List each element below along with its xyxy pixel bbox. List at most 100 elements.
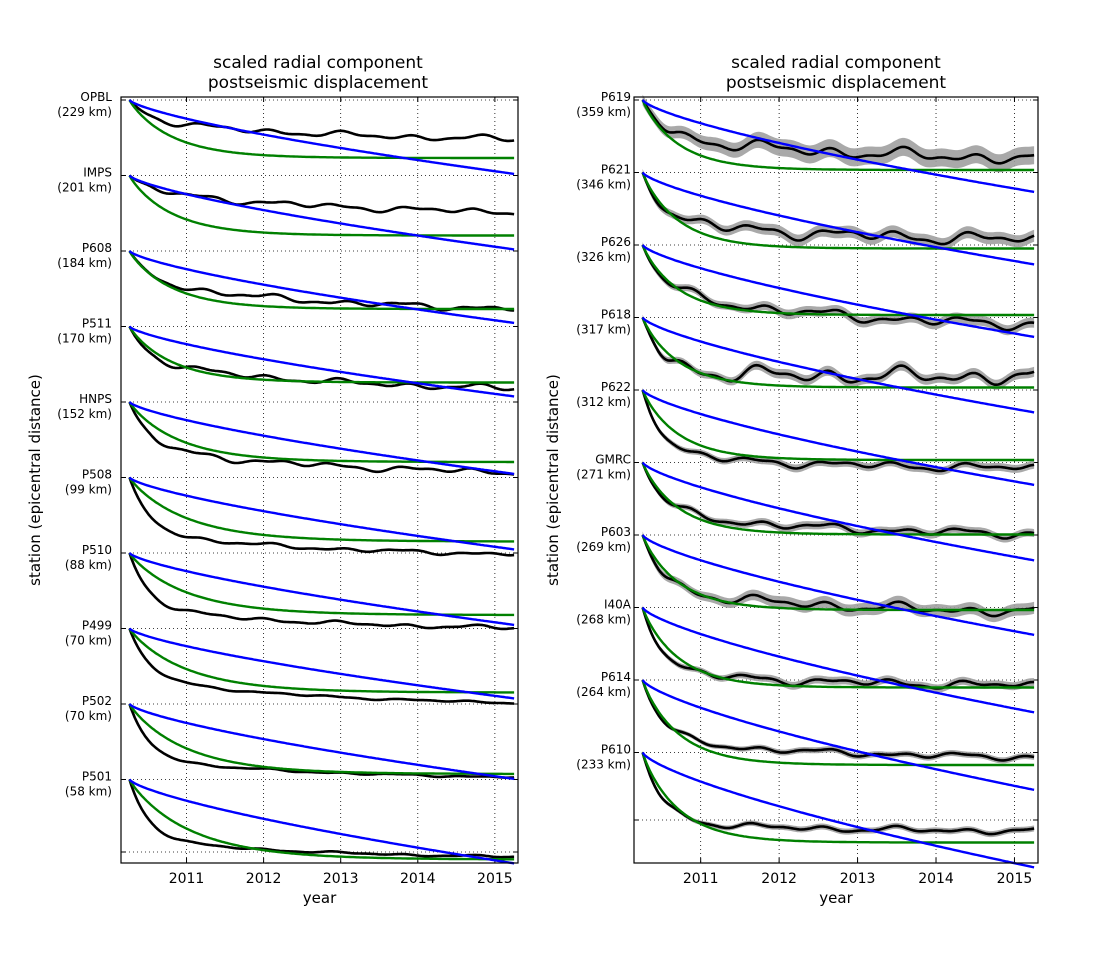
station-p622 bbox=[641, 387, 1035, 487]
model-b-line bbox=[128, 250, 515, 325]
observed-line bbox=[128, 552, 515, 631]
observed-line bbox=[641, 679, 1035, 762]
x-tick-label: 2012 bbox=[761, 871, 797, 887]
model-a-line bbox=[128, 703, 515, 776]
station-distance-label: (70 km) bbox=[65, 634, 112, 648]
station-distance-label: (70 km) bbox=[65, 709, 112, 723]
model-a-line bbox=[128, 174, 515, 237]
model-b-line bbox=[128, 627, 515, 700]
station-i40a bbox=[641, 605, 1035, 714]
station-name-label: GMRC bbox=[595, 453, 631, 467]
station-distance-label: (346 km) bbox=[576, 178, 631, 192]
station-name-label: P502 bbox=[82, 694, 112, 708]
observed-line bbox=[128, 99, 515, 143]
station-distance-label: (58 km) bbox=[65, 785, 112, 799]
station-distance-label: (99 km) bbox=[65, 483, 112, 497]
station-name-label: P618 bbox=[601, 308, 631, 322]
uncertainty-band bbox=[642, 168, 1035, 251]
station-distance-label: (317 km) bbox=[576, 323, 631, 337]
observed-line bbox=[128, 779, 515, 859]
model-a-line bbox=[128, 99, 515, 160]
model-b-line bbox=[641, 679, 1035, 791]
station-name-label: P603 bbox=[601, 525, 631, 539]
model-a-line bbox=[641, 172, 1035, 250]
observed-line bbox=[641, 99, 1035, 165]
observed-line bbox=[641, 244, 1035, 332]
station-p502 bbox=[128, 703, 515, 781]
y-axis-label: station (epicentral distance) bbox=[544, 374, 562, 586]
station-distance-label: (271 km) bbox=[576, 468, 631, 482]
station-name-label: P626 bbox=[601, 235, 631, 249]
station-distance-label: (152 km) bbox=[57, 407, 112, 421]
x-axis-label: year bbox=[819, 889, 853, 907]
x-tick-label: 2011 bbox=[169, 871, 205, 887]
station-p610 bbox=[641, 750, 1035, 869]
model-b-line bbox=[128, 778, 515, 865]
station-distance-label: (233 km) bbox=[576, 758, 631, 772]
observed-line bbox=[128, 325, 515, 392]
station-name-label: P614 bbox=[601, 670, 631, 684]
model-b-line bbox=[641, 316, 1035, 414]
station-distance-label: (312 km) bbox=[576, 395, 631, 409]
station-p508 bbox=[128, 476, 515, 557]
model-b-line bbox=[641, 534, 1035, 637]
station-name-label: P622 bbox=[601, 380, 631, 394]
observed-line bbox=[128, 703, 515, 779]
plot-frame bbox=[633, 96, 1039, 864]
station-imps bbox=[128, 174, 515, 251]
station-p619 bbox=[641, 94, 1035, 194]
model-b-line bbox=[128, 703, 515, 781]
model-a-line bbox=[641, 752, 1035, 844]
station-distance-label: (359 km) bbox=[576, 105, 631, 119]
observed-line bbox=[641, 462, 1035, 540]
uncertainty-band bbox=[642, 242, 1035, 336]
station-name-label: P511 bbox=[82, 317, 112, 331]
model-a-line bbox=[641, 607, 1035, 689]
station-distance-label: (269 km) bbox=[576, 540, 631, 554]
model-b-line bbox=[128, 401, 515, 476]
x-tick-label: 2014 bbox=[400, 871, 436, 887]
station-name-label: P499 bbox=[82, 619, 112, 633]
observed-line bbox=[128, 250, 515, 312]
station-name-label: HNPS bbox=[79, 392, 112, 406]
model-b-line bbox=[641, 244, 1035, 339]
x-tick-label: 2013 bbox=[323, 871, 359, 887]
station-distance-label: (229 km) bbox=[57, 105, 112, 119]
station-hnps bbox=[128, 401, 515, 476]
station-p614 bbox=[641, 678, 1035, 791]
model-a-line bbox=[128, 778, 515, 861]
x-tick-label: 2014 bbox=[918, 871, 954, 887]
model-a-line bbox=[641, 679, 1035, 767]
chart-title: scaled radial component bbox=[731, 53, 941, 73]
station-name-label: P608 bbox=[82, 241, 112, 255]
chart-title: scaled radial component bbox=[213, 53, 423, 73]
station-p603 bbox=[641, 531, 1035, 637]
station-distance-label: (201 km) bbox=[57, 181, 112, 195]
model-a-line bbox=[128, 627, 515, 694]
model-b-line bbox=[641, 606, 1035, 714]
observed-line bbox=[128, 628, 515, 705]
station-name-label: P610 bbox=[601, 743, 631, 757]
station-distance-label: (88 km) bbox=[65, 558, 112, 572]
station-opbl bbox=[128, 99, 515, 176]
model-b-line bbox=[128, 476, 515, 551]
x-tick-label: 2013 bbox=[840, 871, 876, 887]
station-name-label: P508 bbox=[82, 468, 112, 482]
station-p499 bbox=[128, 627, 515, 705]
model-b-line bbox=[641, 751, 1035, 869]
x-tick-label: 2012 bbox=[246, 871, 282, 887]
station-name-label: P621 bbox=[601, 163, 631, 177]
x-axis-label: year bbox=[303, 889, 337, 907]
station-p626 bbox=[641, 242, 1035, 339]
station-name-label: IMPS bbox=[83, 166, 112, 180]
station-p621 bbox=[641, 168, 1035, 266]
observed-line bbox=[128, 477, 515, 557]
model-b-line bbox=[128, 174, 515, 251]
station-distance-label: (184 km) bbox=[57, 256, 112, 270]
model-a-line bbox=[641, 317, 1035, 389]
observed-line bbox=[641, 389, 1035, 473]
uncertainty-band bbox=[642, 460, 1035, 543]
